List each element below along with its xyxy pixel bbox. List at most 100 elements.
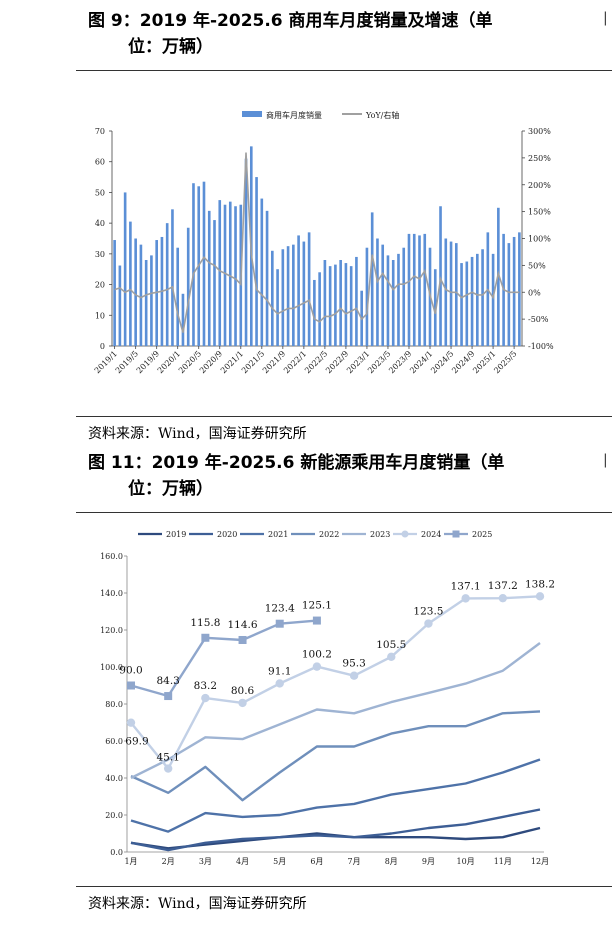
point-2025	[312, 616, 321, 625]
legend-label-2024: 2024	[421, 530, 441, 539]
bar-sales	[302, 241, 306, 346]
source-rule	[76, 886, 612, 887]
legend-swatch-sales	[242, 111, 262, 117]
point-2024	[424, 619, 433, 628]
x-tick-label: 12月	[531, 857, 549, 866]
y-tick-label: 0.0	[110, 848, 123, 857]
bar-sales	[318, 272, 321, 346]
bar-sales	[423, 233, 427, 346]
bar-sales	[207, 210, 211, 346]
point-2025	[164, 692, 173, 701]
bar-sales	[218, 200, 222, 346]
source-rule	[76, 416, 612, 417]
bar-sales	[297, 235, 300, 346]
legend-label-2020: 2020	[217, 530, 237, 539]
point-2024	[387, 652, 396, 662]
x-tick-label: 7月	[348, 857, 361, 866]
bar-sales	[365, 247, 369, 346]
bar-sales	[344, 263, 348, 346]
bar-sales	[418, 235, 421, 346]
figure-11-title: 图 11：2019 年-2025.6 新能源乘用车月度销量（单 位：万辆）	[88, 450, 504, 502]
bar-sales	[339, 260, 342, 346]
line-2025	[130, 619, 317, 698]
bar-sales	[481, 249, 484, 346]
y-tick-label: 80.0	[105, 700, 123, 709]
point-2025	[201, 633, 210, 642]
point-2024	[349, 671, 359, 680]
x-tick-label: 1月	[124, 857, 137, 866]
bar-sales	[223, 204, 227, 346]
bar-sales	[381, 244, 385, 346]
data-label-2025: 115.8	[190, 617, 220, 629]
bar-sales	[286, 246, 290, 346]
data-label-2025: 123.4	[265, 603, 295, 615]
y-tick-label: 50	[95, 188, 105, 197]
legend-label-sales: 商用车月度销量	[266, 110, 322, 120]
figure-9-title-line2: 位：万辆）	[128, 37, 213, 57]
line-2022	[130, 710, 541, 802]
legend-label-yoy: YoY/右轴	[365, 110, 399, 120]
bar-sales	[470, 256, 474, 346]
bar-sales	[113, 240, 116, 346]
data-label-2024: 100.2	[302, 649, 332, 661]
x-tick-label: 9月	[422, 857, 435, 866]
point-2024	[126, 718, 136, 727]
bar-sales	[276, 269, 279, 346]
bar-sales	[281, 249, 285, 346]
bar-sales	[449, 241, 453, 346]
y2-tick-label: 0%	[528, 288, 541, 297]
bar-sales	[139, 244, 143, 346]
bar-sales	[454, 243, 458, 346]
data-label-2024: 137.1	[451, 580, 481, 592]
data-label-2025: 114.6	[228, 619, 258, 631]
line-2020	[130, 808, 541, 852]
bar-sales	[202, 181, 206, 346]
edge-mark: |	[603, 10, 608, 26]
y2-tick-label: 250%	[528, 154, 551, 163]
point-2024	[275, 679, 284, 688]
point-2024	[535, 592, 545, 601]
legend-label-2021: 2021	[268, 530, 288, 539]
bar-sales	[433, 269, 437, 346]
bar-sales	[518, 232, 521, 346]
title-rule	[76, 512, 612, 513]
data-label-2024: 105.5	[376, 639, 406, 651]
bar-sales	[307, 232, 311, 346]
bar-sales	[391, 260, 395, 346]
point-2024	[461, 594, 470, 603]
x-tick-label: 6月	[310, 857, 323, 866]
y2-tick-label: 100%	[528, 235, 551, 244]
y2-tick-label: 150%	[528, 208, 551, 217]
bar-sales	[328, 266, 332, 346]
bar-sales	[465, 261, 469, 346]
bar-sales	[407, 233, 411, 346]
bar-sales	[213, 220, 216, 346]
bar-sales	[349, 266, 353, 346]
bar-sales	[386, 255, 390, 346]
line-2021	[130, 758, 541, 833]
bar-sales	[323, 260, 327, 346]
line-yoy	[114, 152, 520, 333]
data-label-2025: 84.3	[156, 675, 179, 687]
point-2024	[163, 764, 173, 773]
legend-label-2023: 2023	[370, 530, 390, 539]
bar-sales	[260, 198, 264, 346]
bar-sales	[165, 223, 169, 346]
point-2024	[201, 693, 210, 703]
legend-marker-2024	[401, 530, 409, 538]
y2-tick-label: -50%	[528, 315, 549, 324]
bar-sales	[376, 238, 379, 346]
y-tick-label: 100.0	[100, 663, 123, 672]
point-2024	[312, 662, 322, 671]
bar-sales	[129, 221, 132, 346]
bar-sales	[144, 260, 148, 346]
y-tick-label: 20.0	[105, 811, 123, 820]
y-tick-label: 10	[95, 311, 105, 320]
bar-sales	[265, 210, 269, 346]
bar-sales	[118, 265, 122, 346]
data-label-2025: 90.0	[119, 665, 142, 677]
edge-mark: |	[603, 452, 608, 468]
data-label-2025: 125.1	[302, 600, 332, 612]
bar-sales	[271, 250, 274, 346]
